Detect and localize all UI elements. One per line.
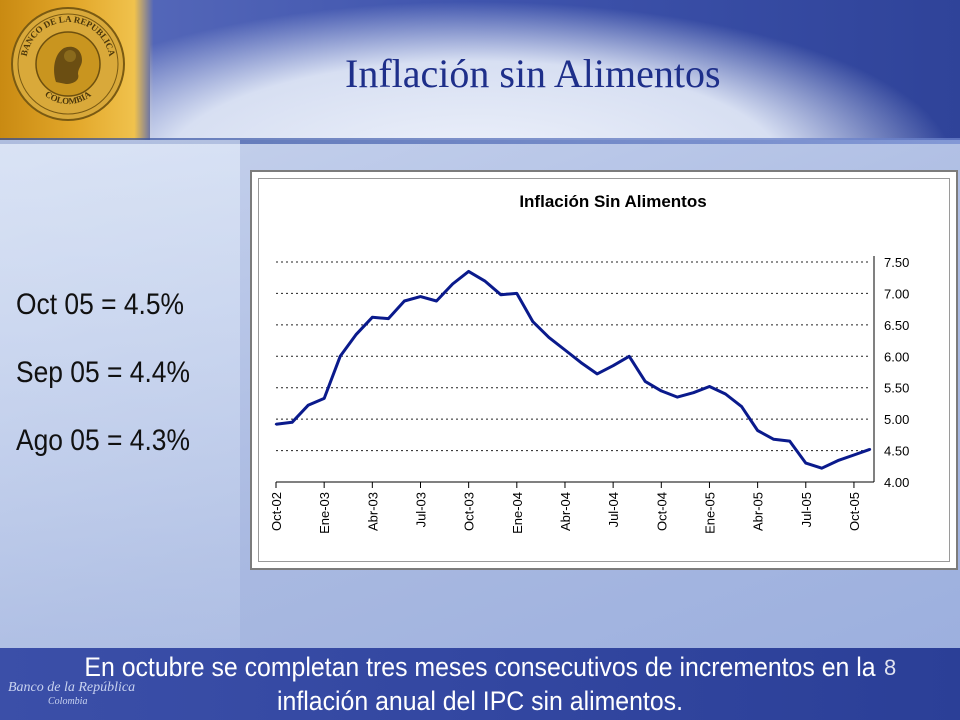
header-divider xyxy=(0,138,960,144)
data-point xyxy=(579,361,583,364)
x-tick-label: Oct-05 xyxy=(847,492,862,531)
y-tick-label: 5.00 xyxy=(884,412,909,427)
data-point xyxy=(467,270,470,273)
data-point xyxy=(708,385,711,388)
data-point xyxy=(339,355,342,358)
y-tick-label: 6.50 xyxy=(884,318,909,333)
data-point xyxy=(627,355,631,358)
data-point xyxy=(611,364,615,367)
inflation-line-chart: Inflación Sin Alimentos 4.00 4.50 5.00 5.50… xyxy=(269,192,909,534)
x-tick-label: Abr-03 xyxy=(365,492,380,531)
data-point xyxy=(868,448,872,451)
data-point xyxy=(804,461,807,465)
y-tick-label: 6.00 xyxy=(884,349,909,364)
y-tick-label: 7.50 xyxy=(884,255,909,270)
data-point xyxy=(644,380,647,383)
data-point xyxy=(387,317,390,320)
x-tick-label: Jul-04 xyxy=(606,492,621,527)
chart-inner-border xyxy=(258,178,950,562)
data-point xyxy=(451,282,454,286)
x-tick-label: Ene-03 xyxy=(317,492,332,534)
x-tick-label: Abr-04 xyxy=(558,492,573,531)
series-line xyxy=(275,269,871,470)
x-tick-label: Ene-04 xyxy=(510,492,525,534)
signature-logo: Banco de la República Colombia xyxy=(8,680,135,707)
x-tick-label: Abr-05 xyxy=(751,492,766,531)
stat-ago-05: Ago 05 = 4.3% xyxy=(16,424,190,457)
data-point xyxy=(531,320,535,323)
signature-text: Banco de la República xyxy=(8,680,136,695)
data-point xyxy=(756,429,759,432)
data-point xyxy=(499,293,502,296)
data-point xyxy=(740,405,743,408)
left-panel-glow xyxy=(0,140,240,660)
data-point xyxy=(371,316,374,319)
y-tick-label: 7.00 xyxy=(884,286,909,301)
footer-band xyxy=(0,648,960,720)
data-point xyxy=(403,299,406,303)
slide-title: Inflación sin Alimentos xyxy=(345,51,721,96)
central-bank-seal-icon: BANCO DE LA REPUBLICA COLOMBIA xyxy=(11,7,125,121)
y-tick-label: 4.50 xyxy=(884,444,909,459)
signature-subtext: Colombia xyxy=(48,696,88,707)
caption-line-1: En octubre se completan tres meses conse… xyxy=(84,652,876,682)
data-point xyxy=(306,404,310,407)
data-point xyxy=(419,295,422,298)
stat-sep-05: Sep 05 = 4.4% xyxy=(16,356,190,389)
data-point xyxy=(676,395,679,399)
data-point xyxy=(547,336,551,339)
data-point xyxy=(836,459,840,462)
data-point xyxy=(483,279,486,283)
x-tick-label: Oct-03 xyxy=(462,492,477,531)
data-point xyxy=(435,299,438,303)
chart-title: Inflación Sin Alimentos xyxy=(519,192,706,211)
caption-line-2: inflación anual del IPC sin alimentos. xyxy=(277,686,683,716)
data-point xyxy=(660,389,663,393)
data-point xyxy=(772,438,775,441)
chart-frame: Inflación Sin Alimentos 4.00 4.50 5.00 5.50… xyxy=(250,170,958,570)
data-point xyxy=(724,392,727,396)
x-tick-label: Oct-02 xyxy=(269,492,284,531)
data-point xyxy=(692,391,695,394)
data-point xyxy=(515,292,519,295)
x-tick-label: Jul-03 xyxy=(413,492,428,527)
x-tick-label: Jul-05 xyxy=(799,492,814,527)
data-point xyxy=(563,348,567,352)
title-glow xyxy=(150,0,960,140)
y-tick-label: 4.00 xyxy=(884,475,909,490)
data-point xyxy=(852,453,856,457)
data-point xyxy=(595,372,599,376)
slide-number: 8 xyxy=(884,655,897,680)
data-point xyxy=(290,421,294,424)
y-tick-label: 5.50 xyxy=(884,381,909,396)
data-point xyxy=(274,422,278,426)
data-point xyxy=(788,439,791,443)
data-point xyxy=(322,397,326,400)
data-point xyxy=(820,466,824,470)
x-tick-label: Ene-05 xyxy=(702,492,717,534)
footer-caption: En octubre se completan tres meses conse… xyxy=(0,650,960,718)
data-point xyxy=(355,333,358,336)
x-tick-label: Oct-04 xyxy=(654,492,669,531)
stat-oct-05: Oct 05 = 4.5% xyxy=(16,288,185,321)
